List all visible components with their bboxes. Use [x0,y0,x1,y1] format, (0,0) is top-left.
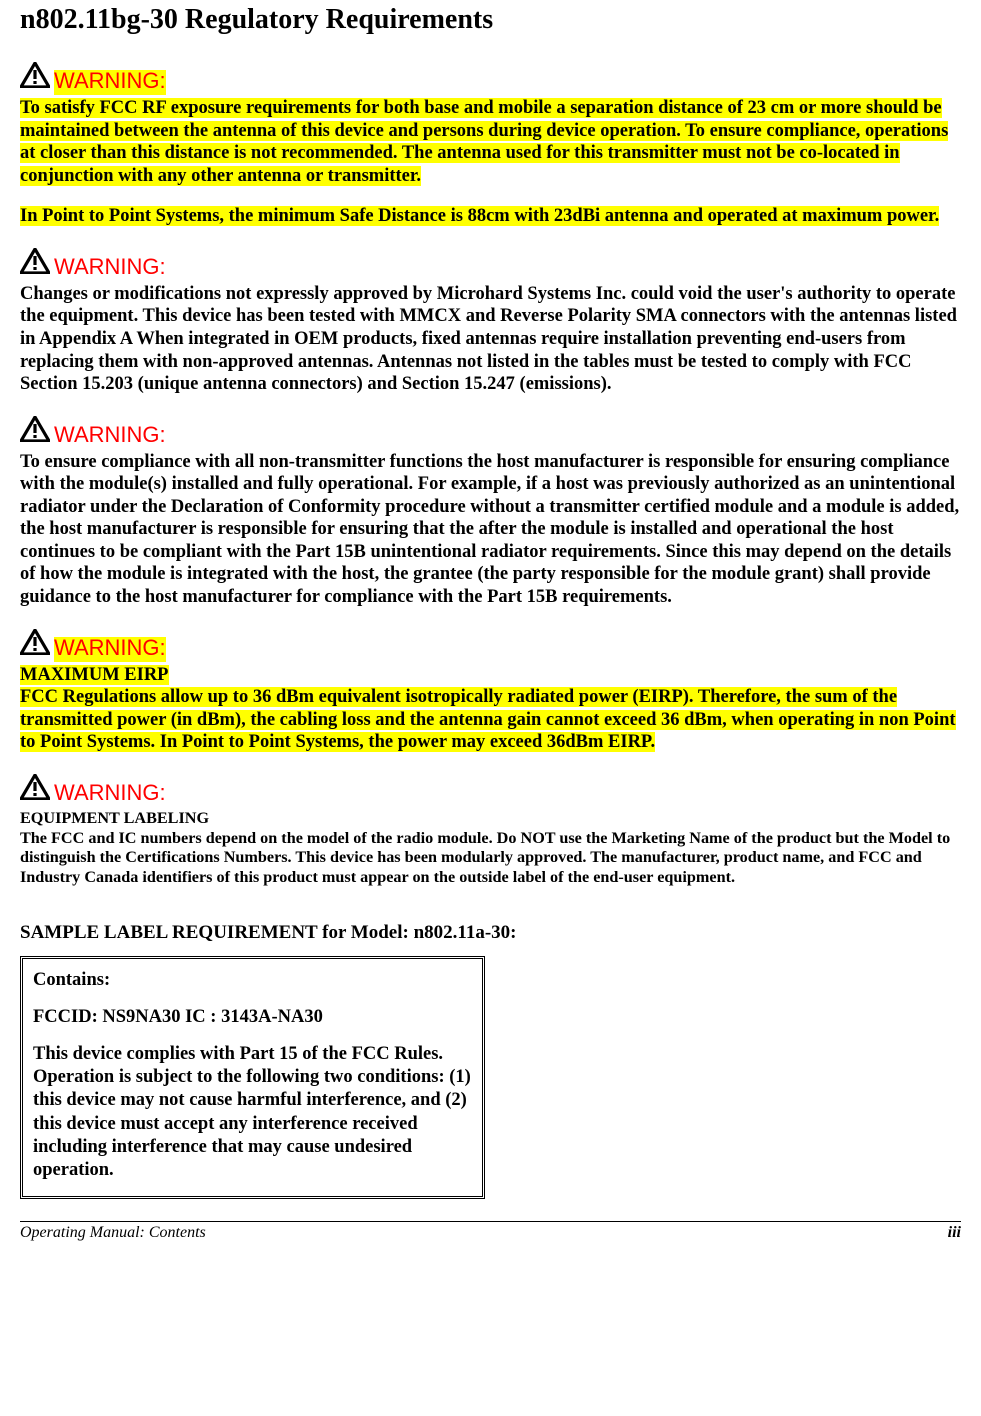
warning-header: WARNING: [20,774,961,807]
warning-block-3: WARNING: To ensure compliance with all n… [20,416,961,609]
warning-header: WARNING: [20,416,961,449]
warning-heading: EQUIPMENT LABELING [20,809,961,829]
warning-block-5: WARNING: EQUIPMENT LABELING The FCC and … [20,774,961,888]
label-compliance: This device complies with Part 15 of the… [33,1043,472,1182]
warning-triangle-icon [20,629,50,660]
warning-label: WARNING: [54,70,166,95]
page: n802.11bg-30 Regulatory Requirements WAR… [0,0,981,1252]
sample-label-box: Contains: FCCID: NS9NA30 IC : 3143A-NA30… [20,956,485,1199]
page-footer: Operating Manual: Contents iii [20,1221,961,1242]
warning-text: FCC Regulations allow up to 36 dBm equiv… [20,687,956,752]
warning-label: WARNING: [54,637,166,662]
warning-heading: MAXIMUM EIRP [20,664,961,687]
warning-triangle-icon [20,774,50,805]
page-title: n802.11bg-30 Regulatory Requirements [20,4,961,36]
warning-label: WARNING: [54,424,166,449]
footer-page-number: iii [948,1224,961,1242]
sample-label-heading: SAMPLE LABEL REQUIREMENT for Model: n802… [20,922,961,944]
warning-text: The FCC and IC numbers depend on the mod… [20,829,961,888]
warning-block-1: WARNING: To satisfy FCC RF exposure requ… [20,62,961,228]
footer-left: Operating Manual: Contents [20,1224,206,1242]
warning-body: In Point to Point Systems, the minimum S… [20,205,961,228]
warning-triangle-icon [20,248,50,279]
warning-label: WARNING: [54,256,166,281]
warning-text: To satisfy FCC RF exposure requirements … [20,98,948,186]
warning-block-2: WARNING: Changes or modifications not ex… [20,248,961,396]
warning-triangle-icon [20,62,50,93]
warning-header: WARNING: [20,62,961,95]
warning-header: WARNING: [20,629,961,662]
label-contains: Contains: [33,969,472,992]
warning-text: In Point to Point Systems, the minimum S… [20,206,939,226]
warning-body: To satisfy FCC RF exposure requirements … [20,97,961,187]
warning-block-4: WARNING: MAXIMUM EIRP FCC Regulations al… [20,629,961,754]
warning-text: To ensure compliance with all non-transm… [20,451,961,609]
label-ids: FCCID: NS9NA30 IC : 3143A-NA30 [33,1006,472,1029]
warning-triangle-icon [20,416,50,447]
warning-header: WARNING: [20,248,961,281]
warning-label: WARNING: [54,782,166,807]
warning-body: FCC Regulations allow up to 36 dBm equiv… [20,686,961,754]
warning-text: Changes or modifications not expressly a… [20,283,961,396]
